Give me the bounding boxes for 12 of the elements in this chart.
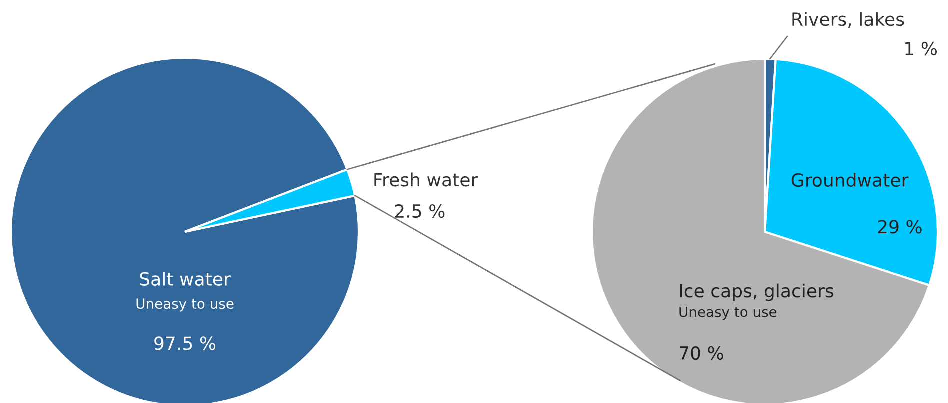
data-label: 2.5 % [395, 204, 445, 218]
data-label: 97.5 % [154, 336, 216, 350]
text: Uneasy to use [136, 298, 234, 312]
slice-label: Fresh water [374, 172, 478, 187]
slice-label: Ice caps, glaciers [680, 284, 834, 302]
text: Uneasy to use [680, 307, 777, 320]
data-label: 29 % [878, 220, 922, 234]
slice-label: Rivers, lakes [792, 12, 904, 28]
slice-label: Groundwater [792, 173, 909, 188]
slice-label: Salt water [140, 272, 231, 286]
data-label: 1 % [906, 42, 938, 56]
data-label: 70 % [680, 346, 724, 360]
